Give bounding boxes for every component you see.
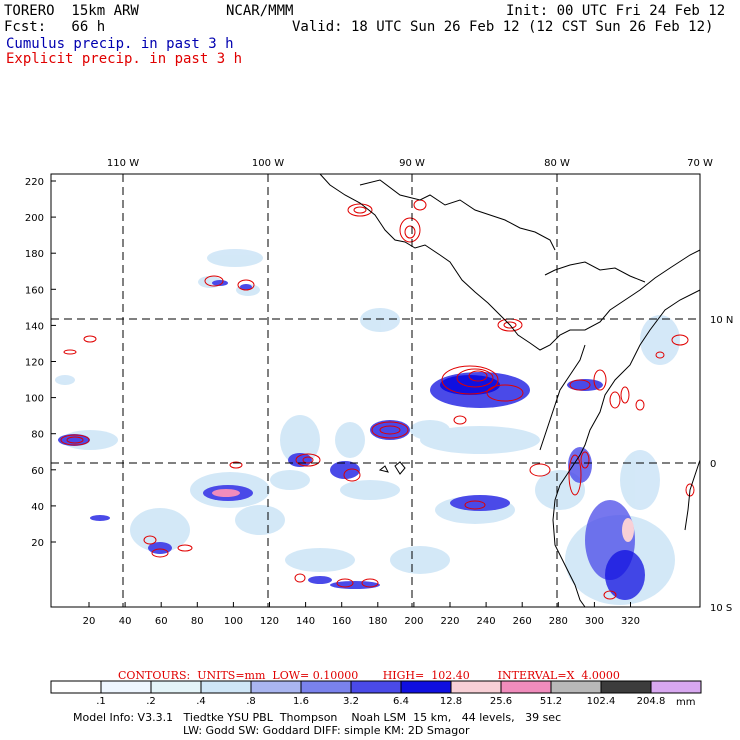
lat-label-10n: 10 N	[710, 315, 733, 326]
y-tick-label: 160	[25, 285, 44, 296]
colorbar-label: .2	[146, 696, 156, 707]
lon-label-80w: 80 W	[544, 158, 570, 169]
lat-lon-grid	[51, 174, 700, 607]
colorbar-label: 204.8	[636, 696, 666, 707]
y-tick-label: 140	[25, 321, 44, 332]
y-tick-label: 100	[25, 394, 44, 405]
colorbar-label: 102.4	[586, 696, 616, 707]
y-tick-label: 80	[31, 430, 44, 441]
x-tick-label: 140	[296, 616, 315, 627]
x-tick-label: 220	[440, 616, 459, 627]
y-tick-label: 220	[25, 177, 44, 188]
x-tick-label: 320	[621, 616, 640, 627]
lat-label-0: 0	[710, 459, 716, 470]
x-tick-label: 280	[549, 616, 568, 627]
coastlines	[319, 173, 701, 608]
lon-label-90w: 90 W	[399, 158, 425, 169]
x-tick-label: 160	[332, 616, 351, 627]
x-tick-label: 200	[404, 616, 423, 627]
colorbar-unit: mm	[676, 697, 696, 708]
x-tick-label: 40	[119, 616, 132, 627]
x-tick-label: 260	[513, 616, 532, 627]
contour-info: CONTOURS: UNITS=mm LOW= 0.10000 HIGH= 10…	[118, 669, 620, 682]
lon-label-100w: 100 W	[252, 158, 284, 169]
legend-explicit: Explicit precip. in past 3 h	[6, 51, 243, 67]
model-title: TORERO 15km ARW	[4, 3, 139, 19]
colorbar-label: 3.2	[343, 696, 359, 707]
x-tick-label: 300	[585, 616, 604, 627]
colorbar-label: 25.6	[489, 696, 513, 707]
x-tick-label: 100	[224, 616, 243, 627]
colorbar-label: .8	[246, 696, 256, 707]
colorbar-label: 6.4	[393, 696, 409, 707]
x-tick-label: 120	[260, 616, 279, 627]
axis-ticks: 220 200 180 160 140 120 100 80 60 40 20 20 40 60 80 100…	[25, 177, 640, 627]
y-tick-label: 20	[31, 538, 44, 549]
y-tick-label: 60	[31, 466, 44, 477]
x-tick-label: 20	[83, 616, 96, 627]
model-info: Model Info: V3.3.1 Tiedtke YSU PBL Thomp…	[73, 711, 562, 724]
y-tick-label: 200	[25, 213, 44, 224]
colorbar-label: .4	[196, 696, 206, 707]
colorbar-label: 12.8	[439, 696, 463, 707]
x-tick-label: 240	[477, 616, 496, 627]
colorbar-label: .1	[96, 696, 106, 707]
x-tick-label: 60	[155, 616, 168, 627]
lat-label-10s: 10 S	[710, 603, 732, 614]
y-tick-label: 40	[31, 502, 44, 513]
y-tick-label: 180	[25, 249, 44, 260]
colorbar-label: 1.6	[293, 696, 309, 707]
model-physics: LW: Godd SW: Goddard DIFF: simple KM: 2D…	[183, 724, 470, 737]
center-name: NCAR/MMM	[226, 3, 294, 19]
colorbar-label: 51.2	[539, 696, 563, 707]
valid-time: Valid: 18 UTC Sun 26 Feb 12 (12 CST Sun …	[292, 19, 714, 35]
x-tick-label: 180	[368, 616, 387, 627]
init-time: Init: 00 UTC Fri 24 Feb 12	[506, 3, 726, 19]
x-tick-label: 80	[191, 616, 204, 627]
legend-cumulus: Cumulus precip. in past 3 h	[6, 36, 234, 52]
y-tick-label: 120	[25, 358, 44, 369]
forecast-hour: Fcst: 66 h	[4, 19, 106, 35]
lon-label-110w: 110 W	[107, 158, 139, 169]
lon-label-70w: 70 W	[687, 158, 713, 169]
explicit-precip-contours	[60, 199, 695, 600]
